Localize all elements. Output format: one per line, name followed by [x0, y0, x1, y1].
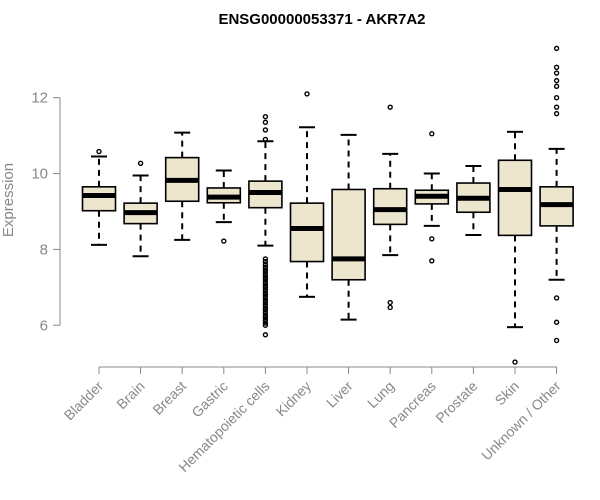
outlier-point [262, 292, 269, 298]
outlier-point [262, 277, 269, 283]
outlier-point [262, 302, 269, 308]
outlier-point [262, 322, 269, 328]
y-axis: 6 8 10 12 [31, 90, 61, 334]
outlier-point [553, 77, 560, 84]
outlier-point [262, 279, 269, 286]
outlier-point [553, 83, 560, 90]
outlier-point [553, 64, 560, 71]
outlier-point [262, 299, 269, 306]
x-tick-label: Brain [113, 378, 147, 412]
x-tick-label: Breast [149, 378, 189, 418]
box-group [414, 131, 450, 264]
outlier-point [262, 269, 269, 275]
outlier-point [262, 261, 269, 268]
chart-title: ENSG00000053371 - AKR7A2 [218, 11, 425, 28]
outlier-point [262, 136, 269, 143]
outlier-point [262, 258, 269, 265]
outlier-point [553, 45, 560, 52]
outlier-point [262, 332, 269, 338]
y-tick-label: 12 [31, 90, 48, 107]
outlier-point [262, 289, 269, 296]
outlier-point [553, 104, 560, 110]
outlier-point [429, 258, 435, 264]
iqr-box [289, 202, 325, 263]
outlier-point [262, 314, 269, 321]
iqr-box [497, 159, 533, 237]
outlier-point [96, 148, 102, 155]
outlier-point [262, 320, 269, 326]
iqr-box [372, 187, 408, 226]
outlier-point [262, 305, 269, 311]
outlier-point [262, 256, 269, 262]
y-tick-label: 6 [40, 317, 48, 334]
outlier-point [512, 359, 518, 365]
box-group [497, 130, 533, 365]
outlier-point [262, 307, 269, 313]
outlier-point [262, 310, 269, 316]
outlier-point [553, 110, 560, 117]
box-group [372, 104, 408, 311]
outlier-point [262, 312, 269, 319]
outlier-point [429, 131, 435, 137]
outlier-point [262, 127, 269, 133]
outlier-point [387, 104, 393, 110]
box-group [289, 91, 325, 298]
box-group [539, 45, 574, 344]
outlier-point [553, 70, 560, 76]
outlier-point [553, 295, 560, 301]
outlier-point [137, 160, 144, 167]
y-axis-label: Expression [0, 163, 17, 237]
iqr-box [81, 186, 117, 212]
outlier-point [262, 119, 269, 126]
outlier-point [262, 284, 269, 291]
outlier-point [221, 238, 227, 244]
box-group [164, 131, 200, 241]
outlier-point [262, 264, 269, 270]
outlier-point [262, 272, 269, 278]
outlier-point [553, 337, 560, 344]
box-group [81, 148, 117, 246]
box-group [206, 169, 242, 244]
box-group [331, 133, 366, 321]
outlier-point [262, 267, 269, 273]
outlier-point [553, 94, 560, 101]
outlier-point [429, 236, 435, 242]
x-tick-label: Unknown / Other [478, 378, 564, 464]
box-group [248, 113, 283, 338]
x-tick-label: Kidney [273, 378, 315, 420]
outlier-point [304, 91, 310, 97]
y-tick-label: 8 [40, 241, 48, 258]
iqr-box [331, 188, 366, 281]
outlier-point [262, 287, 269, 293]
y-tick-label: 10 [31, 166, 48, 183]
box-group [123, 160, 158, 258]
outlier-point [553, 319, 560, 325]
outlier-point [262, 294, 269, 301]
box-group [456, 164, 491, 236]
x-tick-label: Liver [323, 378, 356, 411]
x-tick-label: Prostate [432, 378, 480, 426]
x-tick-label: Lung [364, 378, 397, 411]
x-tick-label: Skin [492, 378, 523, 409]
outlier-point [387, 299, 393, 306]
box-series [81, 45, 574, 365]
outlier-point [262, 282, 269, 288]
x-tick-label: Bladder [61, 378, 107, 424]
outlier-point [262, 113, 269, 120]
outlier-point [262, 297, 269, 303]
outlier-point [387, 304, 393, 311]
outlier-point [262, 274, 269, 281]
outlier-point [262, 317, 269, 324]
